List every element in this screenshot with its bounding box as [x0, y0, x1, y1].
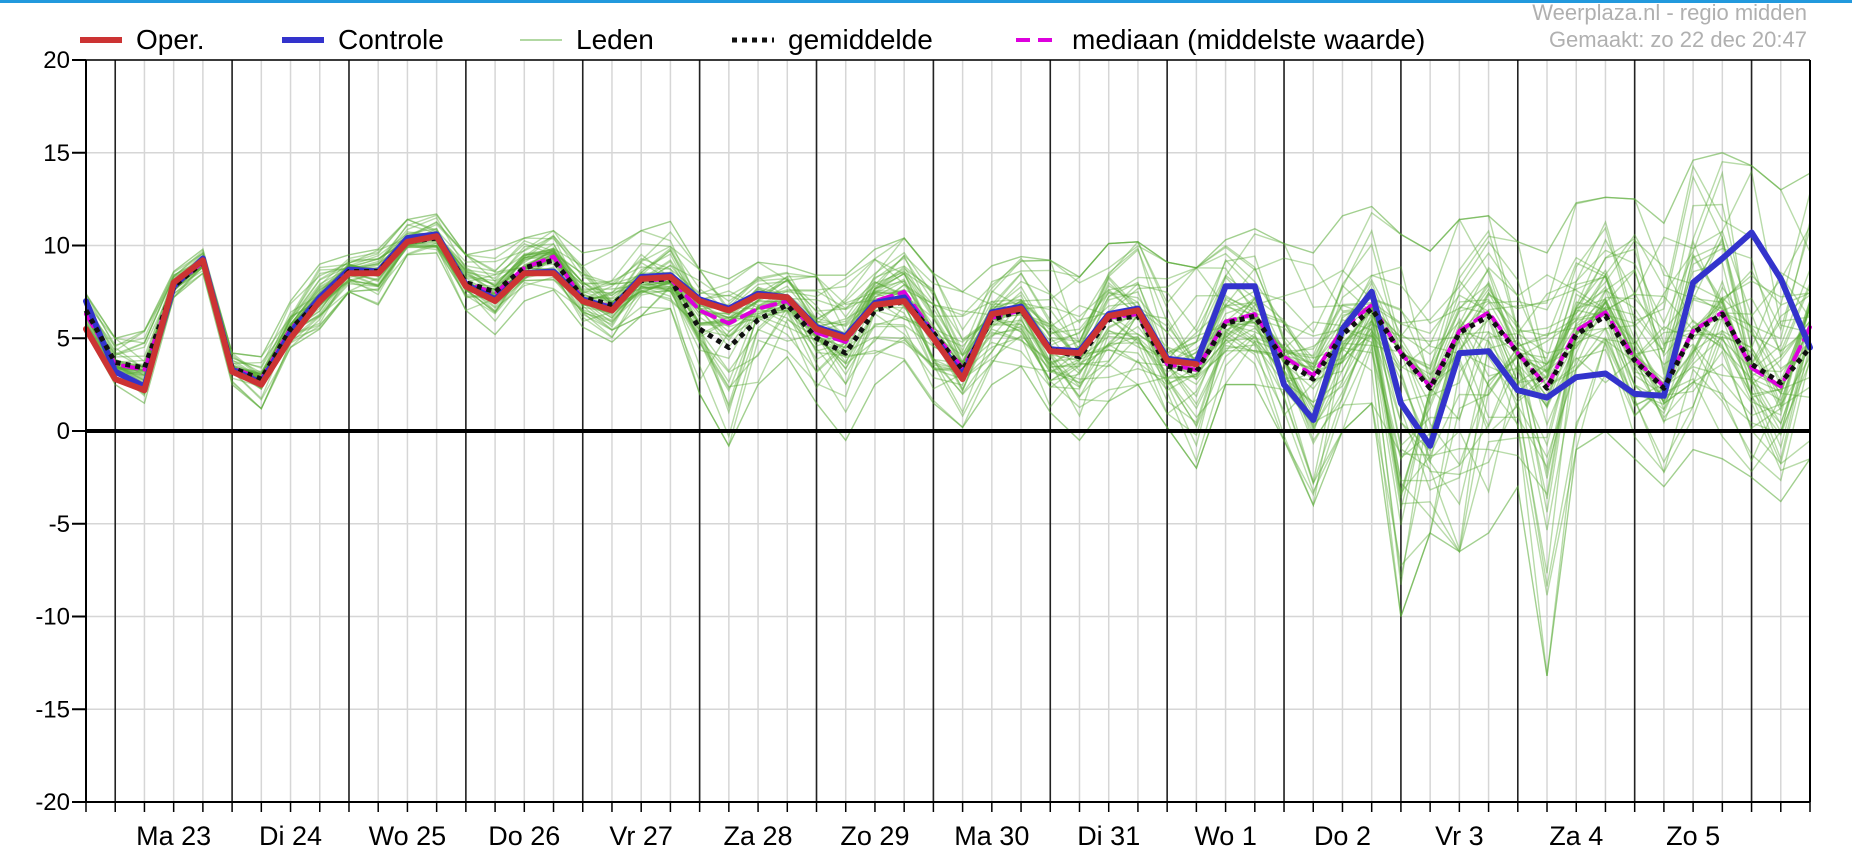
day-label: Za 4: [1549, 821, 1603, 851]
y-tick-label: -15: [35, 696, 70, 723]
legend-label-leden: Leden: [576, 24, 654, 55]
member-min-line: [85, 252, 1811, 677]
day-label: Do 26: [488, 821, 560, 851]
day-label: Za 28: [724, 821, 793, 851]
y-tick-label: -20: [35, 789, 70, 816]
legend-label-mediaan: mediaan (middelste waarde): [1072, 24, 1425, 55]
axis-layer: 20 15 10 5 0 -5 -10 -15 -20 Ma 23 Di 24 Wo 25 Do 26 V…: [35, 47, 1811, 851]
member-line: [85, 218, 1811, 434]
member-line: [85, 235, 1811, 465]
day-label: Vr 3: [1435, 821, 1484, 851]
y-tick-label: 0: [57, 418, 70, 445]
member-line: [85, 223, 1811, 495]
credit-line-2: Gemaakt: zo 22 dec 20:47: [1549, 27, 1807, 52]
member-line: [85, 217, 1811, 475]
day-label: Do 2: [1314, 821, 1371, 851]
member-line: [85, 170, 1811, 554]
member-line: [85, 164, 1811, 574]
frame-top-strip: [0, 0, 1852, 3]
series-oper-line: [83, 233, 1200, 394]
y-tick-label: -5: [49, 511, 70, 538]
day-label: Di 31: [1077, 821, 1140, 851]
y-tick-label: -10: [35, 604, 70, 631]
member-line: [85, 237, 1811, 446]
day-label: Wo 1: [1194, 821, 1257, 851]
member-line: [85, 218, 1811, 526]
member-line: [85, 238, 1811, 462]
legend-label-oper: Oper.: [136, 24, 204, 55]
day-label: Di 24: [259, 821, 322, 851]
series-layer: [83, 229, 1813, 449]
legend-label-gemiddelde: gemiddelde: [788, 24, 933, 55]
series-gemiddelde-line: [83, 235, 1812, 391]
y-tick-label: 10: [43, 233, 70, 260]
member-line: [85, 227, 1811, 470]
y-tick-label: 15: [43, 140, 70, 167]
legend-label-controle: Controle: [338, 24, 444, 55]
member-max-line: [85, 152, 1811, 358]
y-tick-label: 5: [57, 325, 70, 352]
member-line: [85, 214, 1811, 447]
legend: Oper. Controle Leden gemiddelde mediaan (mid…: [80, 24, 1425, 55]
day-label: Ma 30: [954, 821, 1029, 851]
member-line: [85, 239, 1811, 460]
credits: Weerplaza.nl - regio midden Gemaakt: zo …: [1532, 0, 1807, 52]
day-label: Vr 27: [609, 821, 673, 851]
day-label: Ma 23: [136, 821, 211, 851]
member-line: [85, 211, 1811, 425]
credit-line-1: Weerplaza.nl - regio midden: [1532, 0, 1807, 25]
member-line: [85, 232, 1811, 439]
day-label: Zo 5: [1666, 821, 1720, 851]
member-line: [85, 226, 1811, 442]
y-tick-label: 20: [43, 47, 70, 74]
member-line: [85, 244, 1811, 500]
member-line: [85, 244, 1811, 427]
member-line: [85, 237, 1811, 435]
day-label: Wo 25: [369, 821, 447, 851]
member-line: [85, 229, 1811, 416]
day-label: Zo 29: [840, 821, 909, 851]
